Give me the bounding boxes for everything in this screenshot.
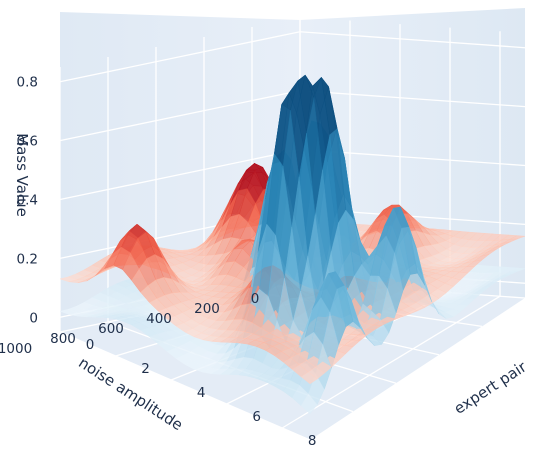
y-axis-title: expert pair [451,357,531,417]
x-tick-label: 800 [50,331,76,347]
y-axis-ticks: 0 2 4 6 8 [86,337,317,449]
z-tick-label: 0.8 [17,75,38,91]
surfaces [59,74,526,415]
z-tick-label: 0.2 [17,251,38,267]
x-tick-label: 200 [194,301,220,317]
x-tick-label: 400 [146,311,172,327]
z-tick-label: 0.6 [17,134,38,150]
z-axis-title: Mass Value [13,133,31,217]
y-tick-label: 0 [86,337,95,353]
y-tick-label: 8 [308,433,317,449]
z-tick-label: 0.4 [17,193,38,209]
y-tick-label: 2 [141,361,150,377]
red-surface-patch [300,371,318,385]
x-axis-ticks: 0 200 400 600 800 1000 [0,291,259,357]
x-tick-label: 600 [98,321,124,337]
z-axis-ticks: 0 0.2 0.4 0.6 0.8 [17,75,38,327]
x-tick-label: 0 [251,291,260,307]
y-tick-label: 4 [197,385,206,401]
y-grid-line [281,31,501,429]
blue-surface-patch [300,393,318,415]
y-tick-label: 6 [252,409,261,425]
x-tick-label: 1000 [0,341,32,357]
z-tick-label: 0 [29,310,38,326]
